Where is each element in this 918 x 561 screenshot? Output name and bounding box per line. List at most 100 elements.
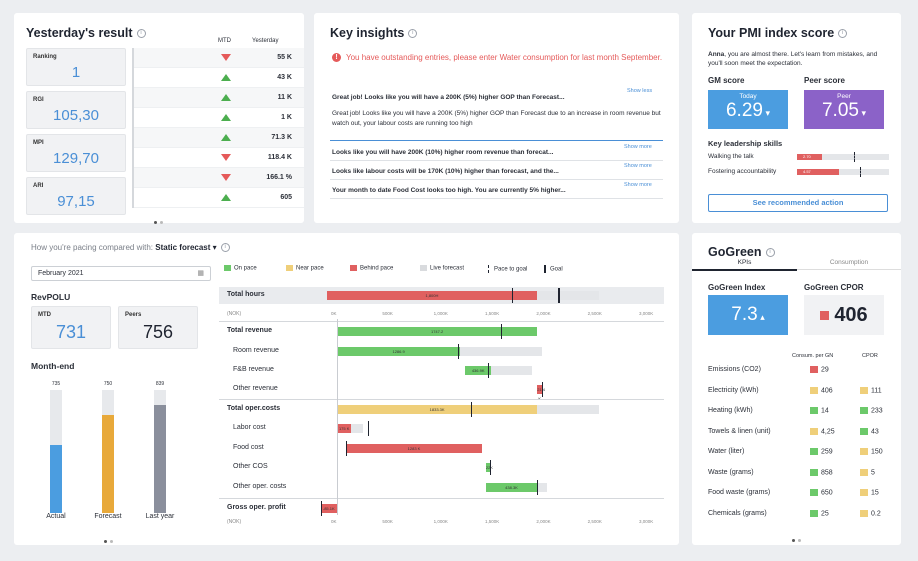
info-icon[interactable]: i — [408, 29, 418, 39]
info-icon[interactable]: i — [136, 29, 146, 39]
table-row: 605 — [134, 188, 304, 208]
row-divider — [219, 321, 664, 322]
yesterday-result-card: Yesterday's result i MTD Yesterday 55 K 43… — [14, 13, 304, 224]
pager-dots[interactable] — [102, 530, 114, 548]
row-value: 43 K — [277, 74, 292, 81]
axis-unit: (NOK) — [227, 311, 242, 317]
consum-value: 14 — [810, 407, 829, 414]
peer-value: 7.05 ▾ — [821, 100, 866, 121]
value-text: 43 — [871, 427, 879, 435]
legend-label: Goal — [550, 266, 563, 273]
show-more-link[interactable]: Show more — [624, 182, 652, 188]
show-more-link[interactable]: Show more — [624, 163, 652, 169]
gogreen-row-label: Towels & linen (unit) — [708, 427, 771, 435]
today-label: Today — [739, 93, 757, 100]
value-text: 111 — [871, 386, 882, 394]
info-icon[interactable]: i — [220, 243, 230, 253]
gogreen-index-tile[interactable]: 7.3 ▴ — [708, 295, 788, 335]
peer-score-label: Peer score — [804, 76, 845, 85]
pmi-title: Your PMI index score i — [708, 26, 848, 40]
row-label: Labor cost — [233, 424, 266, 431]
value-text: 0.2 — [871, 509, 881, 517]
forecast-selector[interactable]: Static forecast — [155, 243, 211, 252]
date-picker[interactable]: February 2021 ▦ — [31, 266, 211, 281]
skill-bar: 2.70 — [797, 152, 889, 162]
skills-title: Key leadership skills — [708, 139, 783, 148]
pacing-heading: How you're pacing compared with: Static … — [31, 243, 230, 253]
status-swatch — [810, 386, 818, 394]
insight-item[interactable]: Your month to date Food Cost looks too h… — [332, 187, 566, 194]
info-icon[interactable]: i — [838, 29, 848, 39]
month-bar-label: Last year — [145, 513, 175, 520]
zero-line — [337, 319, 338, 515]
pmi-card: Your PMI index score i Anna, you are almo… — [692, 13, 901, 223]
row-value: 166.1 % — [266, 174, 292, 181]
legend-item: Behind pace — [350, 265, 393, 272]
insight-item[interactable]: Looks like you will have 200K (10%) high… — [332, 149, 554, 156]
mtd-box: MTD 731 — [31, 306, 111, 349]
arrow-down-icon — [221, 174, 231, 181]
legend-item: Near pace — [286, 265, 324, 272]
insight-expanded-head[interactable]: Great job! Looks like you will have a 20… — [332, 94, 565, 101]
table-row: 166.1 % — [134, 168, 304, 188]
row-label: Other oper. costs — [233, 483, 287, 490]
value-text: 406 — [821, 386, 833, 394]
value-text: 4,25 — [821, 427, 835, 435]
month-bar-label: Actual — [46, 513, 66, 520]
gogreen-cpor-tile[interactable]: 406 — [804, 295, 884, 335]
gogreen-row-label: Food waste (grams) — [708, 489, 771, 496]
cpor-value: 111 — [860, 386, 882, 394]
peers-box: Peers 756 — [118, 306, 198, 349]
pace-marker — [367, 421, 369, 436]
insight-item[interactable]: Looks like labour costs will be 170K (10… — [332, 168, 559, 175]
pmi-message: Anna, you are almost there. Let's learn … — [708, 51, 878, 67]
pager-dots[interactable] — [152, 211, 164, 229]
month-bar-value: 839 — [155, 381, 165, 387]
col-yesterday: Yesterday — [252, 38, 279, 44]
month-bar-fill — [102, 414, 114, 513]
pace-marker — [345, 441, 347, 456]
actual-bar: 1286.9 — [337, 347, 461, 356]
peer-score-tile[interactable]: Peer 7.05 ▾ — [804, 90, 884, 129]
value-text: 858 — [821, 468, 833, 476]
row-label: Total oper.costs — [227, 405, 281, 412]
table-row: 1 K — [134, 108, 304, 128]
actual-bar: 1283 K — [346, 444, 482, 453]
legend-item: Pace to goal — [488, 265, 527, 273]
skill-fill: 4.57 — [797, 169, 840, 175]
status-swatch — [860, 407, 868, 414]
result-rows: 55 K 43 K 11 K 1 K 71.3 K 118.4 K 166.1 % 605 — [134, 48, 304, 218]
key-insights-card: Key insights i ! You have outstanding ent… — [314, 13, 679, 223]
status-swatch — [860, 468, 868, 476]
month-bar-label: Forecast — [94, 513, 122, 520]
chart-legend: On pace Near pace Behind pace Live forecast… — [224, 265, 664, 275]
row-value: 605 — [280, 194, 292, 201]
info-icon[interactable]: i — [765, 248, 775, 258]
actual-bar: -85.1K — [320, 504, 337, 513]
row-divider — [219, 399, 664, 400]
see-recommended-action-button[interactable]: See recommended action — [708, 194, 888, 212]
col-mtd: MTD — [218, 38, 231, 44]
tab-consumption[interactable]: Consumption — [797, 259, 901, 270]
row-label: Total hours — [227, 291, 265, 298]
table-row: 11 K — [134, 88, 304, 108]
actual-bar: 1747.2 — [337, 327, 538, 336]
row-label: Room revenue — [233, 347, 279, 354]
value-text: 650 — [821, 489, 833, 497]
today-score-tile[interactable]: Today 6.29 ▾ — [708, 90, 788, 129]
pager-dots[interactable] — [790, 529, 802, 547]
pace-marker — [537, 480, 539, 495]
tab-kpis[interactable]: KPIs — [692, 259, 797, 271]
value-text: 14 — [821, 407, 829, 415]
legend-item: Live forecast — [420, 265, 464, 272]
gogreen-title: GoGreen i — [708, 245, 775, 259]
axis-tick: 2,500K — [587, 519, 602, 524]
show-more-link[interactable]: Show more — [624, 144, 652, 150]
cpor-value: 15 — [860, 489, 879, 496]
arrow-up-icon — [221, 114, 231, 121]
row-label: Other COS — [233, 463, 268, 470]
value-text: 259 — [821, 448, 833, 456]
show-less-link[interactable]: Show less — [627, 88, 653, 94]
legend-marker — [544, 265, 548, 273]
axis-tick: 1,000K — [433, 311, 448, 316]
